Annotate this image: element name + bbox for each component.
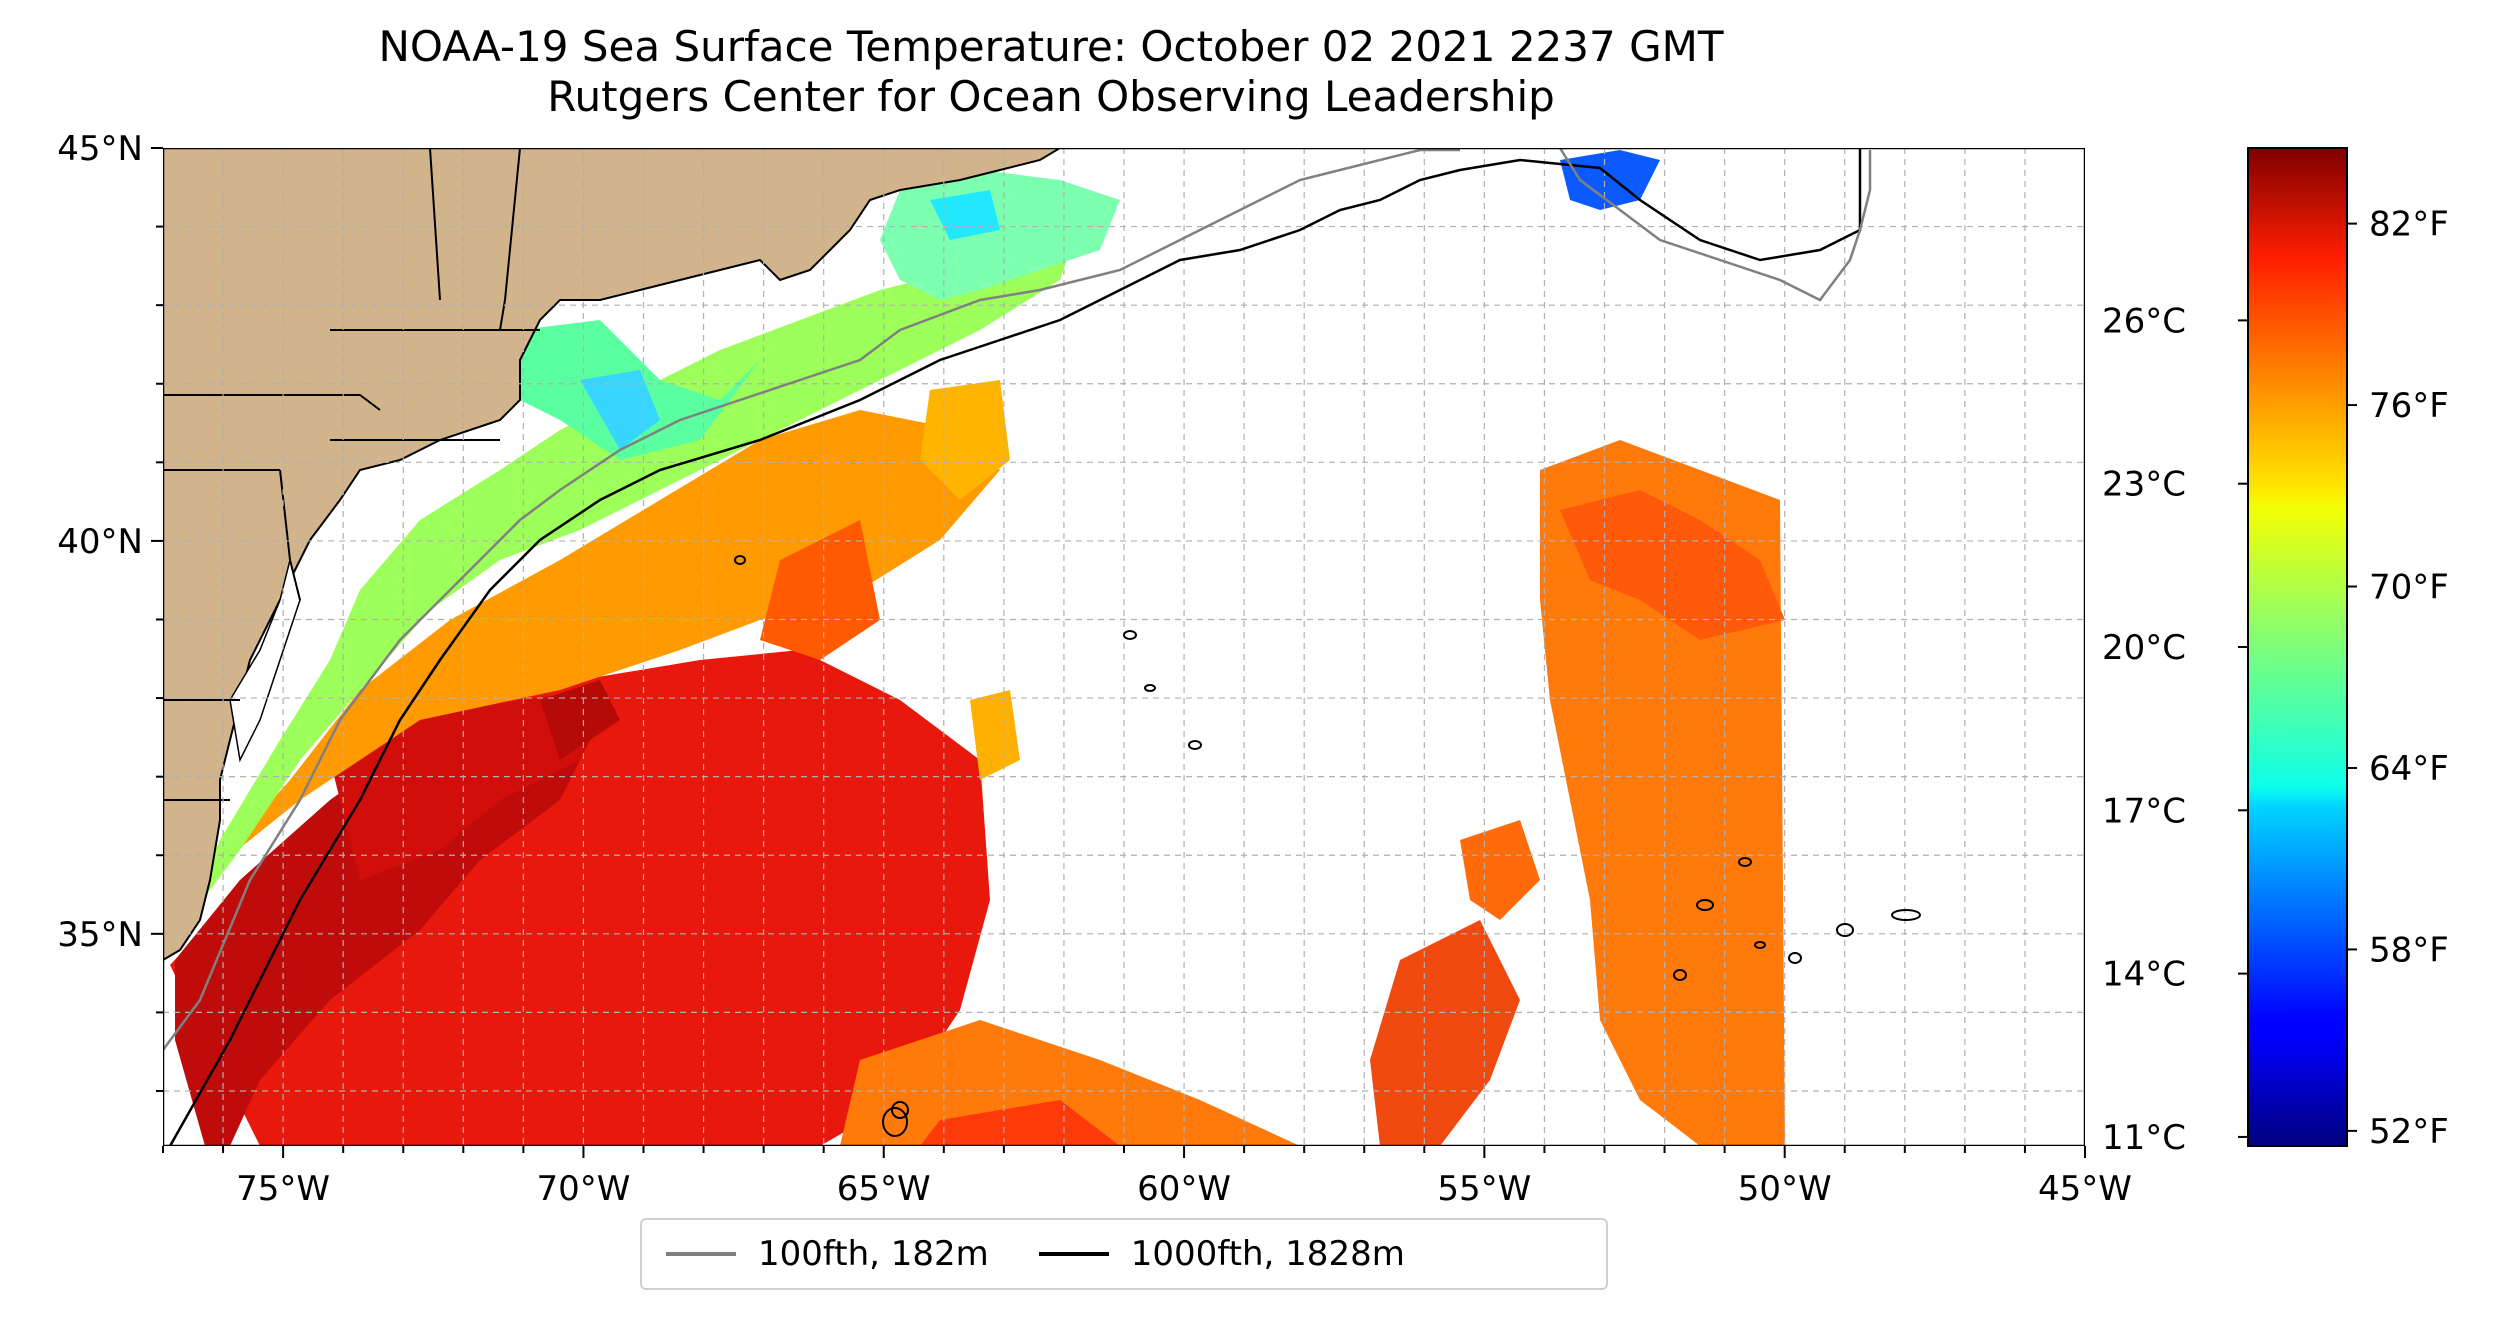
colorbar-label-c: 26°C bbox=[2102, 301, 2186, 341]
chart-title: NOAA-19 Sea Surface Temperature: October… bbox=[160, 22, 1942, 122]
colorbar: 26°C 23°C 20°C 17°C 14°C 11°C 82°F 76°F 70°F 64°… bbox=[2102, 147, 2449, 1158]
y-tick-label: 45°N bbox=[57, 129, 143, 169]
x-tick-label: 75°W bbox=[236, 1169, 330, 1209]
map-panel bbox=[163, 148, 2085, 1146]
sst-field-gulf-stream bbox=[170, 650, 990, 1146]
colorbar-label-c: 23°C bbox=[2102, 465, 2186, 505]
map-axes: 75°W 70°W 65°W 60°W 55°W 50°W 45°W 45°N 40°N 35°N bbox=[57, 129, 2132, 1209]
x-tick-label: 50°W bbox=[1738, 1169, 1832, 1209]
title-line-2: Rutgers Center for Ocean Observing Leade… bbox=[547, 72, 1555, 121]
x-tick-label: 60°W bbox=[1137, 1169, 1231, 1209]
contour-100fth bbox=[163, 148, 1872, 1051]
legend-item-1000fth: 1000fth, 1828m bbox=[1038, 1234, 1405, 1274]
colorbar-gradient bbox=[2247, 147, 2348, 1147]
x-tick-label: 45°W bbox=[2038, 1169, 2132, 1209]
legend-item-100fth: 100fth, 182m bbox=[666, 1234, 989, 1274]
legend-swatch-1000fth bbox=[1038, 1252, 1109, 1256]
colorbar-label-c: 17°C bbox=[2102, 791, 2186, 831]
map-grid bbox=[163, 148, 2085, 1146]
colorbar-label-f: 82°F bbox=[2369, 205, 2449, 245]
contour-legend: 100fth, 182m 1000fth, 1828m bbox=[640, 1218, 1608, 1290]
sst-field-slope-water bbox=[200, 380, 1010, 880]
colorbar-label-c: 11°C bbox=[2102, 1118, 2186, 1158]
colorbar-label-f: 76°F bbox=[2369, 386, 2449, 426]
legend-label-100fth: 100fth, 182m bbox=[758, 1234, 989, 1274]
y-tick-label: 35°N bbox=[57, 915, 143, 955]
x-tick-label: 65°W bbox=[837, 1169, 931, 1209]
y-tick-label: 40°N bbox=[57, 522, 143, 562]
title-line-1: NOAA-19 Sea Surface Temperature: October… bbox=[378, 22, 1724, 71]
seamount-contours bbox=[734, 555, 1921, 1137]
x-tick-label: 70°W bbox=[536, 1169, 630, 1209]
legend-swatch-100fth bbox=[666, 1252, 736, 1256]
colorbar-label-f: 70°F bbox=[2369, 568, 2449, 608]
x-tick-label: 55°W bbox=[1437, 1169, 1531, 1209]
colorbar-label-f: 52°F bbox=[2369, 1112, 2449, 1152]
colorbar-label-f: 64°F bbox=[2369, 749, 2449, 789]
sst-field-sargasso bbox=[840, 440, 1785, 1146]
colorbar-label-f: 58°F bbox=[2369, 930, 2449, 970]
colorbar-label-c: 14°C bbox=[2102, 955, 2186, 995]
legend-label-1000fth: 1000fth, 1828m bbox=[1130, 1234, 1405, 1274]
colorbar-label-c: 20°C bbox=[2102, 628, 2186, 668]
contour-1000fth bbox=[168, 148, 1862, 1146]
